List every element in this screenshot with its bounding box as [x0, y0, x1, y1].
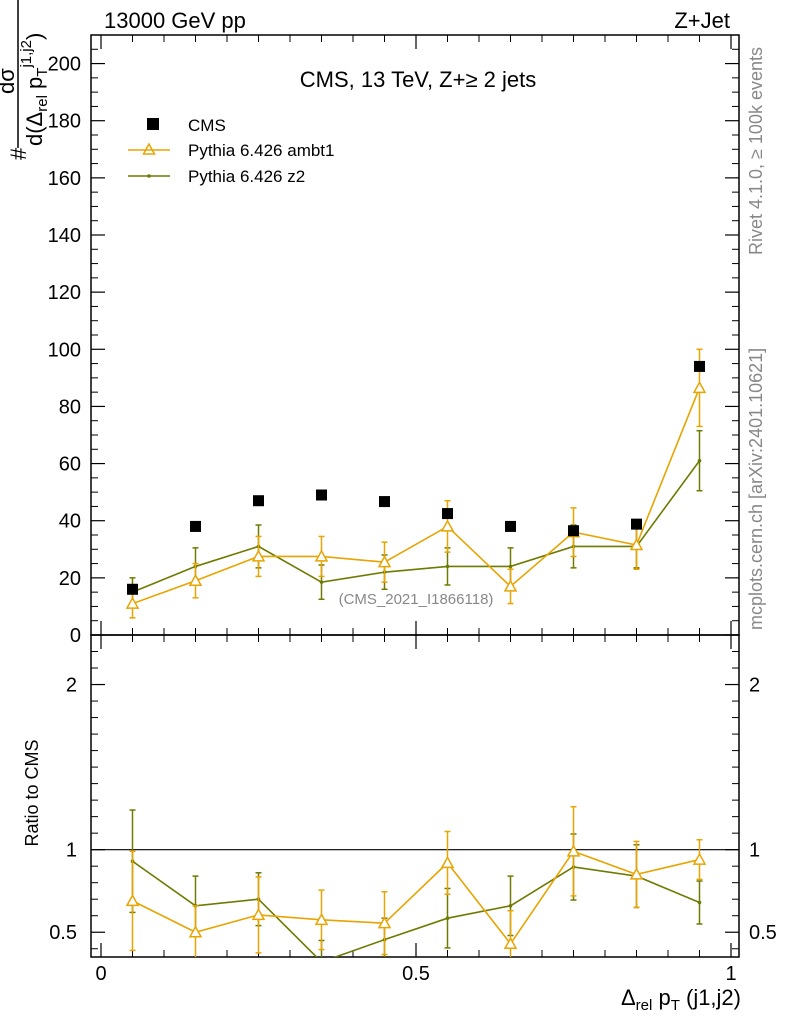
- y-tick-label-main: 20: [59, 568, 81, 590]
- ratio-point-ambt1: [692, 852, 707, 865]
- header-left: 13000 GeV pp: [104, 8, 246, 33]
- y-tick-label-ratio-right: 0.5: [749, 922, 777, 944]
- ratio-point-ambt1: [440, 855, 455, 869]
- legend-label-z2: Pythia 6.426 z2: [188, 167, 305, 186]
- main-point-ambt1: [377, 555, 392, 568]
- y-tick-label-main: 80: [59, 396, 81, 418]
- x-axis-label: Δrel pT (j1,j2): [621, 985, 741, 1014]
- main-point-cms: [505, 520, 516, 532]
- y-tick-label-main: 140: [48, 225, 81, 247]
- ratio-point-ambt1: [629, 867, 644, 880]
- ratio-point-ambt1: [251, 907, 266, 921]
- main-line-z2: [132, 460, 701, 593]
- ratio-line-ambt1: [132, 850, 700, 946]
- x-tick-label: 0.5: [402, 963, 430, 985]
- mcplots-label: mcplots.cern.ch [arXiv:2401.10621]: [746, 348, 766, 630]
- main-point-cms: [190, 520, 201, 532]
- ratio-point-z2: [445, 916, 450, 920]
- ratio-axes: 0 0.5 1 0.5 0.5 1 1 2 2: [49, 35, 777, 985]
- legend-label-cms: CMS: [188, 116, 226, 135]
- y-tick-label-ratio-right: 1: [749, 840, 760, 862]
- main-point-cms: [316, 489, 327, 501]
- y-label-numerator: dσ: [0, 68, 19, 94]
- legend-marker-z2: [147, 174, 151, 178]
- y-tick-label-ratio: 1: [66, 840, 77, 862]
- ratio-panel-frame: [90, 634, 740, 958]
- y-axis-label-main: # dσ d(Δrel pTj1,j2): [0, 0, 51, 160]
- ratio-point-ambt1: [125, 893, 140, 907]
- ratio-point-ambt1: [503, 936, 518, 950]
- main-point-z2: [508, 564, 513, 569]
- main-point-ambt1: [440, 519, 455, 532]
- main-point-cms: [127, 583, 138, 595]
- ratio-line-z2: [132, 860, 700, 957]
- ratio-point-ambt1: [188, 925, 203, 938]
- ratio-point-z2: [697, 900, 702, 905]
- y-tick-label-ratio: 0.5: [49, 922, 77, 944]
- y-tick-label-main: 100: [48, 339, 81, 361]
- main-point-cms: [568, 525, 579, 537]
- y-axis-label-ratio: Ratio to CMS: [22, 739, 42, 846]
- main-line-ambt1: [132, 387, 701, 605]
- y-tick-label-main: 0: [70, 625, 81, 647]
- y-tick-label-main: 160: [48, 168, 81, 190]
- main-point-ambt1: [314, 549, 329, 562]
- y-tick-label-main: 180: [48, 111, 81, 133]
- ratio-point-z2: [320, 960, 324, 964]
- main-point-ambt1: [125, 596, 140, 609]
- legend-marker-ambt1: [142, 142, 156, 155]
- main-point-z2: [697, 458, 702, 463]
- y-tick-label-main: 60: [59, 454, 81, 476]
- main-point-ambt1: [692, 380, 707, 394]
- main-point-ambt1: [251, 549, 266, 562]
- y-tick-label-main: 120: [48, 282, 81, 304]
- y-tick-label-ratio-right: 2: [749, 675, 760, 697]
- watermark: (CMS_2021_I1866118): [339, 591, 494, 608]
- main-data: [125, 348, 707, 619]
- main-point-cms: [694, 360, 705, 372]
- ratio-point-ambt1: [314, 912, 329, 926]
- ratio-data: [125, 805, 707, 964]
- main-point-z2: [319, 580, 324, 584]
- chart-title: CMS, 13 TeV, Z+≥ 2 jets: [300, 67, 536, 92]
- y-tick-label-main: 40: [59, 511, 81, 533]
- main-axes: 0 20 40 60 80 100 120 140 160 180 200: [48, 35, 739, 957]
- main-point-cms: [442, 508, 453, 520]
- legend-label-ambt1: Pythia 6.426 ambt1: [188, 141, 334, 160]
- legend: CMS Pythia 6.426 ambt1 Pythia 6.426 z2: [128, 116, 334, 186]
- y-label-prefix: #: [6, 147, 31, 160]
- main-point-ambt1: [503, 579, 518, 592]
- main-point-z2: [445, 564, 450, 569]
- x-tick-label: 1: [725, 963, 736, 985]
- legend-marker-cms: [147, 118, 159, 130]
- ratio-point-z2: [508, 904, 513, 908]
- main-point-cms: [253, 495, 264, 507]
- header-right: Z+Jet: [674, 8, 730, 33]
- main-point-cms: [631, 518, 642, 530]
- main-point-cms: [379, 496, 390, 508]
- y-tick-label-ratio: 2: [66, 675, 77, 697]
- rivet-label: Rivet 4.1.0, ≥ 100k events: [746, 47, 766, 255]
- ratio-point-ambt1: [377, 916, 392, 929]
- y-label-denominator: d(Δrel pTj1,j2): [18, 33, 51, 146]
- ratio-point-ambt1: [566, 844, 581, 857]
- x-tick-label: 0: [95, 963, 106, 985]
- y-tick-label-main: 200: [48, 54, 81, 76]
- main-point-ambt1: [188, 573, 203, 586]
- main-point-ambt1: [629, 537, 644, 551]
